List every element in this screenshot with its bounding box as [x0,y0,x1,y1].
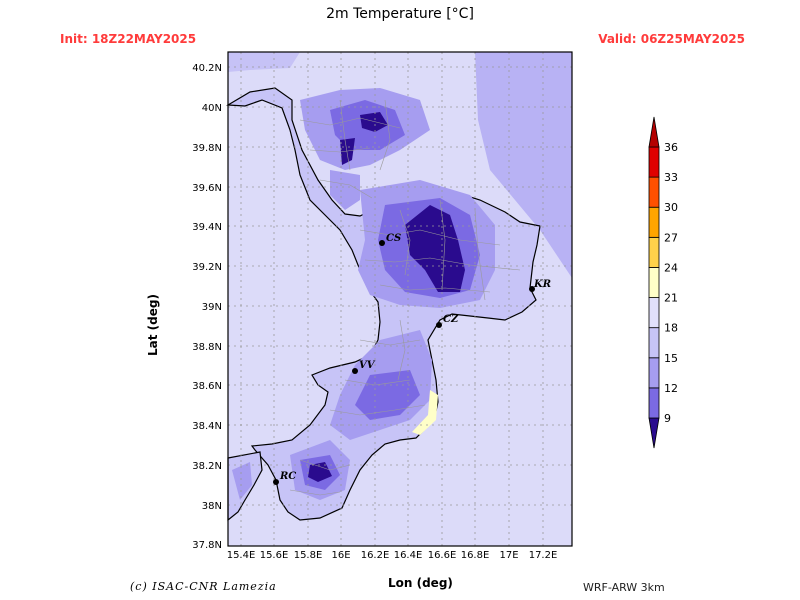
city-dot-cz [436,322,442,328]
city-label-kr: KR [533,279,551,290]
colorbar-segment [648,206,660,238]
lon-tick: 16E [331,550,350,561]
colorbar-label: 24 [664,261,678,274]
y-axis-label: Lat (deg) [145,294,160,356]
colorbar-segment [648,387,660,419]
colorbar-label: 15 [664,352,678,365]
lat-tick: 39.4N [192,222,222,233]
colorbar-label: 30 [664,201,678,214]
colorbar-label: 21 [664,292,678,305]
map-frame [227,51,573,547]
lat-tick: 38.2N [192,461,222,472]
colorbar-label: 12 [664,382,678,395]
graticule [228,52,572,546]
lat-tick: 40N [202,103,222,114]
city-dot-rc [273,479,279,485]
colorbar-segment [648,357,660,389]
city-label-rc: RC [279,471,296,482]
colorbar-segment [648,176,660,208]
colorbar-segment [648,116,660,148]
city-dot-cs [379,240,385,246]
credit-text: (c) ISAC-CNR Lamezia [130,580,277,593]
sicily-cool-area [232,462,252,500]
lon-tick: 16.2E [361,550,390,561]
city-dot-kr [529,286,535,292]
init-time: Init: 18Z22MAY2025 [60,32,197,46]
colorbar: 9 12 15 18 21 24 27 30 33 36 [648,116,678,449]
lat-tick: 39.2N [192,262,222,273]
lon-tick: 15.8E [294,550,323,561]
lon-tick: 16.4E [394,550,423,561]
city-label-vv: VV [359,360,376,371]
colorbar-label: 36 [664,141,678,154]
lat-tick-labels: 40.2N 40N 39.8N 39.6N 39.4N 39.2N 39N 38… [192,63,222,551]
lon-tick: 17.2E [529,550,558,561]
colorbar-segment [648,146,660,178]
city-label-cz: CZ [443,314,459,325]
lon-tick: 15.6E [260,550,289,561]
lon-tick: 16.6E [428,550,457,561]
offshore-warm-field [475,52,572,278]
lat-tick: 38.6N [192,381,222,392]
lat-tick: 37.8N [192,540,222,551]
lon-tick-labels: 15.4E 15.6E 15.8E 16E 16.2E 16.4E 16.6E … [227,550,558,561]
colorbar-label: 27 [664,231,678,244]
colorbar-segment [648,417,660,449]
lat-tick: 39N [202,302,222,313]
valid-time: Valid: 06Z25MAY2025 [598,32,745,46]
colorbar-label: 9 [664,412,671,425]
colorbar-segment [648,297,660,329]
model-text: WRF-ARW 3km [583,581,665,594]
colorbar-segment [648,327,660,359]
city-markers: CS KR CZ VV RC [273,233,551,485]
colorbar-segment [648,236,660,268]
colorbar-label: 18 [664,322,678,335]
lat-tick: 39.8N [192,143,222,154]
lon-tick: 17E [499,550,518,561]
colorbar-segment [648,267,660,298]
lat-tick: 38.4N [192,421,222,432]
lat-tick: 39.6N [192,183,222,194]
city-dot-vv [352,368,358,374]
city-label-cs: CS [386,233,401,244]
lon-tick: 15.4E [227,550,256,561]
temperature-contours [290,88,495,500]
colorbar-label: 33 [664,171,678,184]
map-title: 2m Temperature [°C] [326,6,474,22]
lat-tick: 38N [202,501,222,512]
lon-tick: 16.8E [461,550,490,561]
x-axis-label: Lon (deg) [388,576,453,590]
municipal-boundaries [289,99,521,496]
lat-tick: 40.2N [192,63,222,74]
lat-tick: 38.8N [192,342,222,353]
